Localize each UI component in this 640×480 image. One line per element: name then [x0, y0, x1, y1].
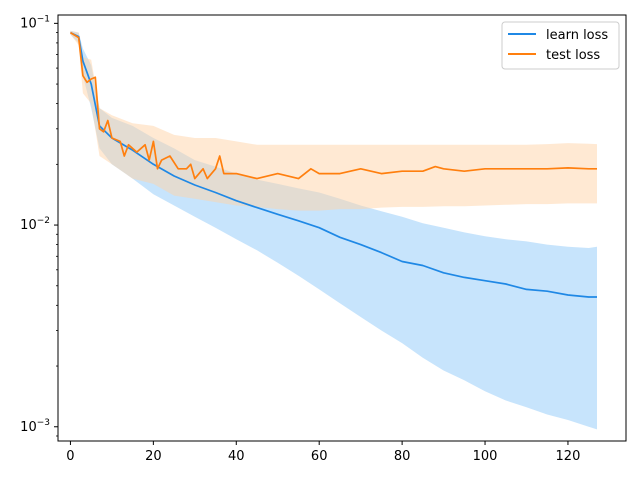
x-tick-label: 120 — [556, 449, 581, 464]
test-loss-line — [69, 31, 597, 180]
y-tick-label: 10−3 — [20, 418, 50, 435]
x-tick-label: 0 — [66, 449, 74, 464]
x-tick-label: 80 — [394, 449, 411, 464]
series-lines — [69, 31, 597, 298]
x-tick-label: 60 — [311, 449, 328, 464]
y-tick-label: 10−1 — [20, 14, 50, 31]
learn-loss-band — [70, 30, 597, 430]
x-axis-ticks: 0 20 40 60 80 100 120 — [66, 441, 580, 464]
y-tick-label: 10−2 — [20, 216, 50, 233]
test-loss-band — [70, 30, 597, 211]
learn-loss-line — [70, 31, 597, 298]
legend-label-learn-loss: learn loss — [546, 28, 608, 43]
x-tick-label: 100 — [473, 449, 498, 464]
legend: learn loss test loss — [501, 21, 620, 70]
x-tick-label: 40 — [228, 449, 245, 464]
axes-frame — [57, 14, 627, 442]
confidence-bands — [70, 30, 597, 430]
x-tick-label: 20 — [145, 449, 162, 464]
y-axis-ticks: 10−3 10−2 10−1 — [20, 14, 58, 437]
legend-label-test-loss: test loss — [546, 48, 600, 63]
